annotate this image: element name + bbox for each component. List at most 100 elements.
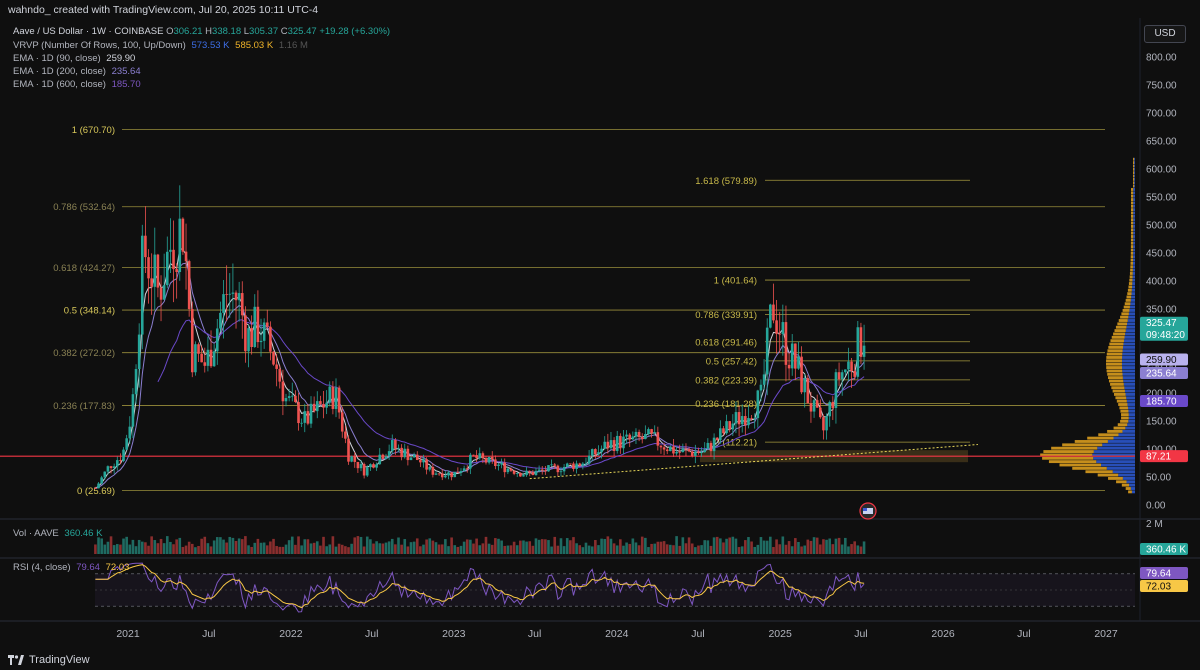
volume-profile-down-bar	[1116, 399, 1127, 403]
candle-body	[278, 368, 282, 382]
volume-bar	[612, 543, 616, 554]
candle-body	[162, 285, 166, 300]
ohlc-value-c: 325.47	[287, 26, 317, 37]
volume-profile-down-bar	[1123, 305, 1130, 309]
candle-body	[281, 381, 285, 402]
time-tick-label: 2024	[605, 628, 629, 640]
volume-profile-down-bar	[1130, 231, 1134, 235]
candle-body	[347, 438, 350, 462]
candle-body	[134, 369, 138, 395]
volume-profile-up-bar	[1123, 379, 1135, 383]
volume-bar	[750, 541, 753, 554]
volume-profile-up-bar	[1132, 278, 1135, 282]
volume-bar	[328, 544, 332, 554]
volume-bar	[109, 536, 113, 554]
candle-body	[547, 465, 550, 472]
volume-bar	[594, 540, 597, 554]
volume-profile-up-bar	[1101, 463, 1135, 467]
volume-bar	[319, 545, 322, 554]
volume-bar	[740, 546, 744, 554]
volume-profile-down-bar	[1124, 302, 1131, 306]
price-badge	[1140, 367, 1188, 380]
candle-body	[578, 463, 582, 466]
volume-bar	[144, 542, 147, 554]
candle-body	[400, 447, 403, 458]
volume-bar	[840, 544, 844, 554]
volume-profile-down-bar	[1121, 416, 1129, 420]
volume-bar	[484, 536, 488, 554]
symbol-legend: Aave / US Dollar · 1W · COINBASE O306.21…	[13, 26, 390, 37]
volume-bar	[244, 536, 247, 554]
volume-bar	[525, 541, 528, 554]
candle-body	[106, 466, 110, 472]
currency-button[interactable]: USD	[1144, 25, 1186, 43]
candle-body	[97, 483, 100, 489]
ema90-legend: EMA · 1D (90, close) 259.90	[13, 53, 135, 64]
candle-body	[450, 472, 453, 478]
volume-profile-up-bar	[1133, 194, 1135, 198]
volume-bar	[719, 538, 722, 554]
candle-body	[512, 470, 516, 474]
ema200-value: 235.64	[111, 66, 141, 77]
volume-bar	[787, 541, 791, 554]
volume-bar	[662, 541, 666, 554]
price-tick-label: 750.00	[1146, 81, 1177, 92]
ema600-label: EMA · 1D (600, close)	[13, 79, 106, 90]
candle-body	[215, 328, 219, 352]
volume-bar	[262, 542, 266, 554]
volume-profile-up-bar	[1122, 376, 1135, 380]
volume-bar	[190, 543, 194, 554]
volume-bar	[234, 540, 238, 554]
candle-body	[128, 426, 132, 439]
volume-bar	[603, 539, 607, 554]
price-tick-label: 350.00	[1146, 305, 1177, 316]
volume-profile-down-bar	[1106, 352, 1123, 356]
volume-bar	[403, 539, 407, 554]
volume-bar	[850, 544, 853, 554]
volume-bar	[722, 542, 725, 554]
volume-profile-up-bar	[1128, 416, 1135, 420]
candle-body	[203, 362, 207, 366]
volume-bar	[712, 537, 716, 554]
candle-body	[515, 473, 519, 474]
volume-profile-up-bar	[1122, 372, 1135, 376]
volume-bar	[819, 544, 822, 554]
volume-bar	[856, 545, 860, 554]
volume-bar	[778, 544, 782, 554]
volume-bar	[247, 545, 250, 554]
volume-profile-up-bar	[1132, 261, 1135, 265]
volume-bar	[122, 538, 125, 554]
rsi-ma-value: 72.03	[105, 562, 130, 573]
candle-body	[362, 464, 366, 476]
volume-bar	[844, 537, 847, 554]
candle-body	[603, 441, 607, 449]
candle-body	[597, 452, 600, 455]
volume-profile-down-bar	[1130, 225, 1134, 228]
volume-profile-down-bar	[1110, 339, 1124, 343]
volume-bar	[444, 539, 447, 554]
volume-profile-down-bar	[1133, 184, 1135, 188]
candle-body	[759, 384, 763, 391]
volume-profile-up-bar	[1112, 470, 1135, 474]
volume-profile-up-bar	[1123, 342, 1135, 346]
candle-body	[287, 396, 291, 399]
volume-bar	[587, 545, 591, 554]
candle-body	[394, 440, 397, 449]
volume-bar	[231, 537, 235, 554]
tradingview-brand[interactable]: TradingView	[8, 654, 90, 666]
fib-right-level-label: 0.618 (291.46)	[695, 337, 757, 348]
volume-profile-down-bar	[1133, 161, 1135, 165]
candle-body	[719, 428, 722, 441]
candle-body	[675, 451, 678, 454]
volume-bar	[762, 540, 766, 554]
vrvp-legend: VRVP (Number Of Rows, 100, Up/Down) 573.…	[13, 40, 308, 51]
candle-body	[859, 327, 863, 357]
candle-body	[197, 344, 200, 354]
volume-profile-up-bar	[1122, 369, 1135, 373]
candle-body	[222, 294, 225, 313]
volume-bar	[322, 536, 325, 554]
fib-left-level-label: 0.236 (177.83)	[53, 401, 115, 412]
candle-body	[609, 440, 613, 449]
volume-profile-down-bar	[1127, 292, 1132, 296]
